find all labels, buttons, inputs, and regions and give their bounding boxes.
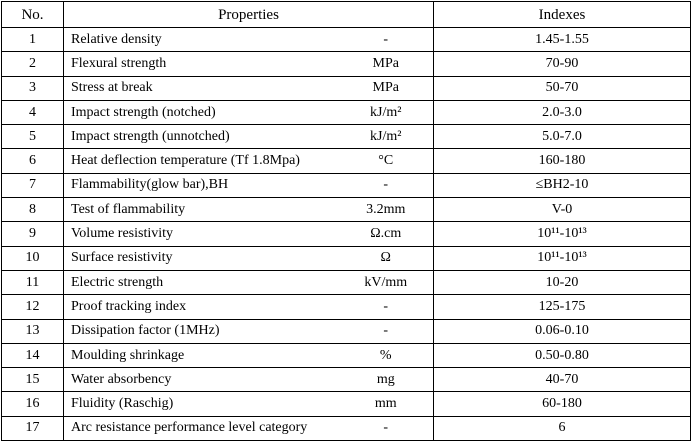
table-row: 9 Volume resistivity Ω.cm 10¹¹-10¹³ bbox=[1, 221, 691, 247]
property-unit: % bbox=[338, 342, 435, 369]
header-row: No. Properties Indexes bbox=[1, 1, 691, 28]
row-number: 6 bbox=[1, 148, 64, 174]
table-row: 6 Heat deflection temperature (Tf 1.8Mpa)… bbox=[1, 148, 691, 174]
table-row: 4 Impact strength (notched) kJ/m² 2.0-3.0 bbox=[1, 99, 691, 126]
property-unit: Ω bbox=[338, 245, 435, 271]
property-index: ≤BH2-10 bbox=[433, 172, 691, 199]
property-index: 40-70 bbox=[433, 367, 691, 393]
property-name: Heat deflection temperature (Tf 1.8Mpa) bbox=[63, 148, 339, 174]
row-number: 13 bbox=[1, 318, 64, 344]
row-number: 1 bbox=[1, 26, 64, 53]
table-row: 5 Impact strength (unnotched) kJ/m² 5.0-7.0 bbox=[1, 124, 691, 150]
property-index: 2.0-3.0 bbox=[433, 99, 691, 126]
row-number: 2 bbox=[1, 51, 64, 77]
property-index: 10¹¹-10¹³ bbox=[433, 245, 691, 271]
property-name: Arc resistance performance level categor… bbox=[63, 415, 339, 442]
property-name: Water absorbency bbox=[63, 367, 339, 393]
row-number: 7 bbox=[1, 172, 64, 199]
property-unit: - bbox=[338, 26, 435, 53]
table-row: 2 Flexural strength MPa 70-90 bbox=[1, 51, 691, 77]
property-index: 0.50-0.80 bbox=[433, 342, 691, 369]
property-index: 70-90 bbox=[433, 51, 691, 77]
property-name: Moulding shrinkage bbox=[63, 342, 339, 369]
property-index: 6 bbox=[433, 415, 691, 442]
property-index: V-0 bbox=[433, 197, 691, 223]
row-number: 10 bbox=[1, 245, 64, 271]
property-unit: kV/mm bbox=[338, 269, 435, 296]
table-row: 11 Electric strength kV/mm 10-20 bbox=[1, 269, 691, 296]
row-number: 14 bbox=[1, 342, 64, 369]
property-unit: 3.2mm bbox=[338, 197, 435, 223]
property-unit: - bbox=[338, 415, 435, 442]
table-body: 1 Relative density -1.45-1.55 2 Flexural str… bbox=[1, 26, 691, 442]
table-row: 13 Dissipation factor (1MHz) -0.06-0.10 bbox=[1, 318, 691, 344]
property-unit: - bbox=[338, 318, 435, 344]
property-index: 5.0-7.0 bbox=[433, 124, 691, 150]
property-unit: mm bbox=[338, 391, 435, 417]
property-index: 0.06-0.10 bbox=[433, 318, 691, 344]
row-number: 17 bbox=[1, 415, 64, 442]
table-row: 3 Stress at break MPa 50-70 bbox=[1, 75, 691, 101]
property-unit: MPa bbox=[338, 75, 435, 101]
table-row: 8 Test of flammability 3.2mm V-0 bbox=[1, 197, 691, 223]
row-number: 4 bbox=[1, 99, 64, 126]
row-number: 5 bbox=[1, 124, 64, 150]
table-row: 7 Flammability(glow bar),BH - ≤BH2-10 bbox=[1, 172, 691, 199]
property-name: Flammability(glow bar),BH bbox=[63, 172, 339, 199]
property-name: Impact strength (notched) bbox=[63, 99, 339, 126]
row-number: 16 bbox=[1, 391, 64, 417]
row-number: 8 bbox=[1, 197, 64, 223]
property-index: 160-180 bbox=[433, 148, 691, 174]
property-name: Surface resistivity bbox=[63, 245, 339, 271]
table-row: 14 Moulding shrinkage% 0.50-0.80 bbox=[1, 342, 691, 369]
property-unit: kJ/m² bbox=[338, 124, 435, 150]
row-number: 11 bbox=[1, 269, 64, 296]
property-name: Test of flammability bbox=[63, 197, 339, 223]
property-unit: °C bbox=[338, 148, 435, 174]
property-unit: mg bbox=[338, 367, 435, 393]
property-name: Dissipation factor (1MHz) bbox=[63, 318, 339, 344]
table-row: 15 Water absorbency mg 40-70 bbox=[1, 367, 691, 393]
header-cell: Properties bbox=[62, 1, 435, 28]
table-row: 10 Surface resistivity Ω 10¹¹-10¹³ bbox=[1, 245, 691, 271]
property-name: Electric strength bbox=[63, 269, 339, 296]
property-name: Volume resistivity bbox=[63, 221, 339, 247]
property-unit: - bbox=[338, 172, 435, 199]
property-unit: MPa bbox=[338, 51, 435, 77]
table-row: 12 Proof tracking index -125-175 bbox=[1, 294, 691, 320]
row-number: 3 bbox=[1, 75, 64, 101]
property-unit: Ω.cm bbox=[338, 221, 435, 247]
property-index: 1.45-1.55 bbox=[433, 26, 691, 53]
property-index: 50-70 bbox=[433, 75, 691, 101]
property-unit: kJ/m² bbox=[338, 99, 435, 126]
row-number: 12 bbox=[1, 294, 64, 320]
table-row: 1 Relative density -1.45-1.55 bbox=[1, 26, 691, 53]
header-cell: Indexes bbox=[433, 1, 691, 28]
property-name: Fluidity (Raschig) bbox=[63, 391, 339, 417]
property-name: Stress at break bbox=[63, 75, 339, 101]
property-name: Relative density bbox=[63, 26, 339, 53]
property-name: Flexural strength bbox=[63, 51, 339, 77]
property-name: Impact strength (unnotched) bbox=[63, 124, 339, 150]
property-index: 10¹¹-10¹³ bbox=[433, 221, 691, 247]
table-row: 16 Fluidity (Raschig) mm 60-180 bbox=[1, 391, 691, 417]
table-row: 17 Arc resistance performance level categ… bbox=[1, 415, 691, 442]
property-index: 60-180 bbox=[433, 391, 691, 417]
property-index: 10-20 bbox=[433, 269, 691, 296]
property-index: 125-175 bbox=[433, 294, 691, 320]
row-number: 15 bbox=[1, 367, 64, 393]
header-cell: No. bbox=[1, 1, 64, 28]
property-unit: - bbox=[338, 294, 435, 320]
row-number: 9 bbox=[1, 221, 64, 247]
property-name: Proof tracking index bbox=[63, 294, 339, 320]
